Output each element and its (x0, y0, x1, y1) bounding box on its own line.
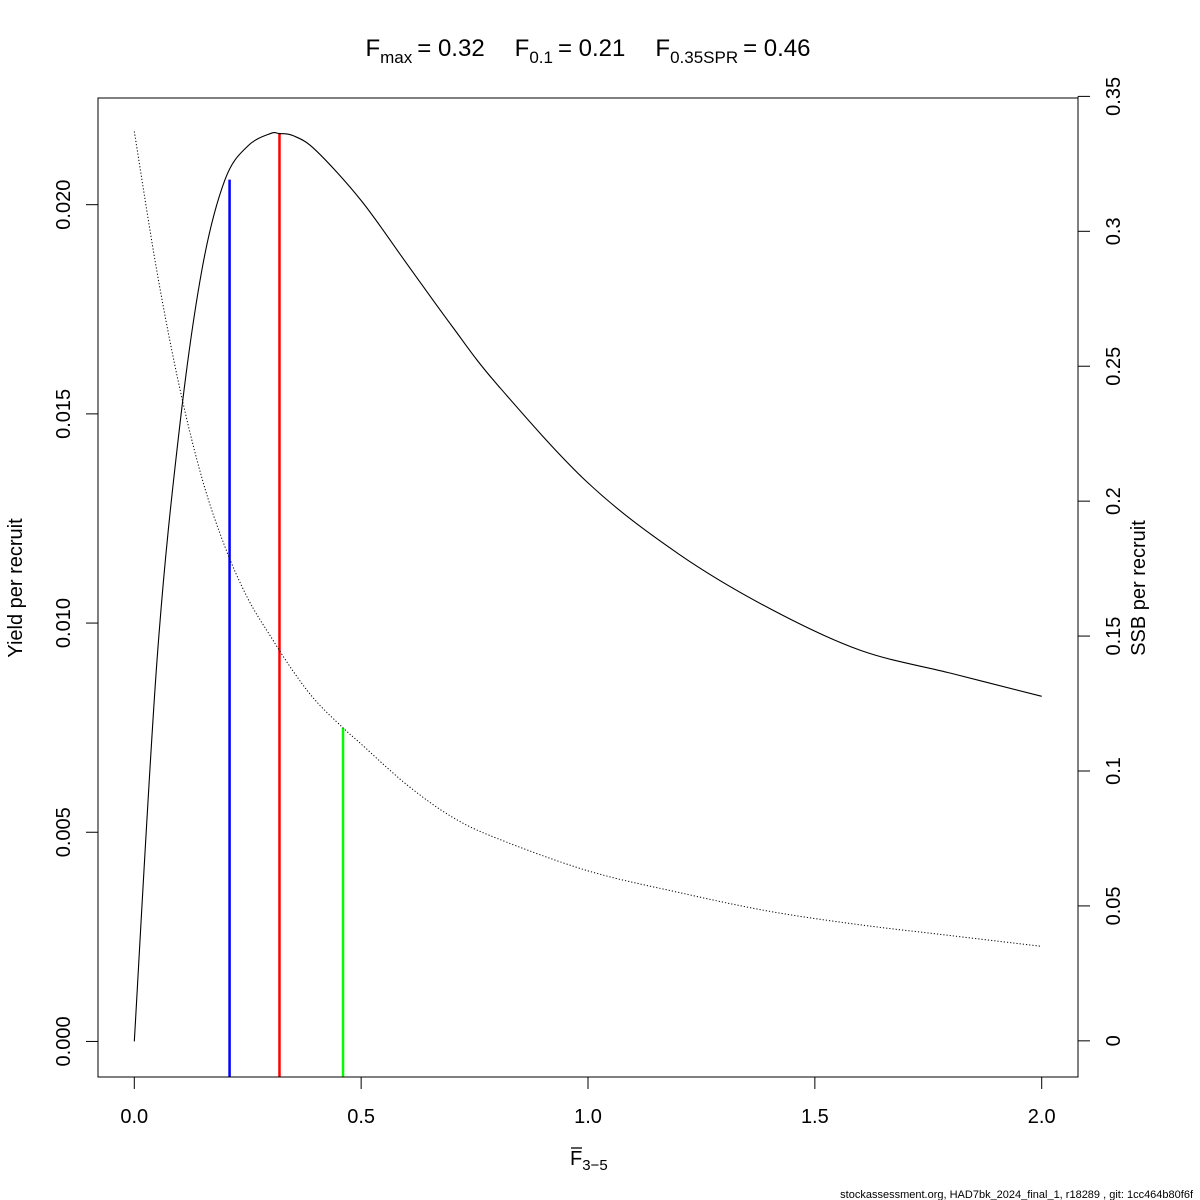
y-axis-right-title: SSB per recruit (1128, 520, 1150, 656)
x-tick-label: 0.0 (120, 1106, 148, 1128)
ssb-per-recruit-line (133, 131, 1042, 947)
y-right-tick-label: 0.25 (1103, 347, 1125, 386)
y-right-tick-label: 0.1 (1103, 757, 1125, 785)
footer-note: stockassessment.org, HAD7bk_2024_final_1… (840, 1189, 1194, 1200)
x-tick-label: 1.5 (801, 1106, 829, 1128)
series-layer (133, 131, 1042, 1042)
y-right-tick-label: 0.2 (1103, 487, 1125, 515)
svg-text:F3−5: F3−5 (570, 1148, 608, 1174)
plot-frame (97, 97, 1079, 1078)
y-left-tick-label: 0.000 (53, 1016, 75, 1066)
y-right-tick-label: 0.35 (1103, 77, 1125, 116)
x-tick-label: 1.0 (574, 1106, 602, 1128)
y-right-tick-label: 0.3 (1103, 217, 1125, 245)
x-tick-label: 0.5 (347, 1106, 375, 1128)
y-left-tick-label: 0.015 (53, 389, 75, 439)
y-left-tick-label: 0.020 (53, 180, 75, 230)
chart-title: Fmax = 0.32 F0.1 = 0.21 F0.35SPR = 0.46 (365, 35, 810, 67)
yield-per-recruit-line (133, 132, 1042, 1042)
y-left-tick-label: 0.005 (53, 807, 75, 857)
y-right-tick-label: 0.05 (1103, 886, 1125, 925)
y-right-tick-label: 0 (1103, 1035, 1125, 1046)
y-left-tick-label: 0.010 (53, 598, 75, 648)
x-tick-label: 2.0 (1028, 1106, 1056, 1128)
y-axis-left: 0.000 0.005 0.010 0.015 0.020 (53, 180, 99, 1066)
x-axis: 0.0 0.5 1.0 1.5 2.0 (120, 1076, 1056, 1128)
y-axis-left-title: Yield per recruit (5, 518, 27, 658)
y-right-tick-label: 0.15 (1103, 617, 1125, 656)
y-axis-right: 0 0.05 0.1 0.15 0.2 0.25 0.3 0.35 (1077, 77, 1125, 1046)
reference-lines (228, 133, 345, 1077)
x-axis-title: F3−5 (570, 1147, 608, 1174)
